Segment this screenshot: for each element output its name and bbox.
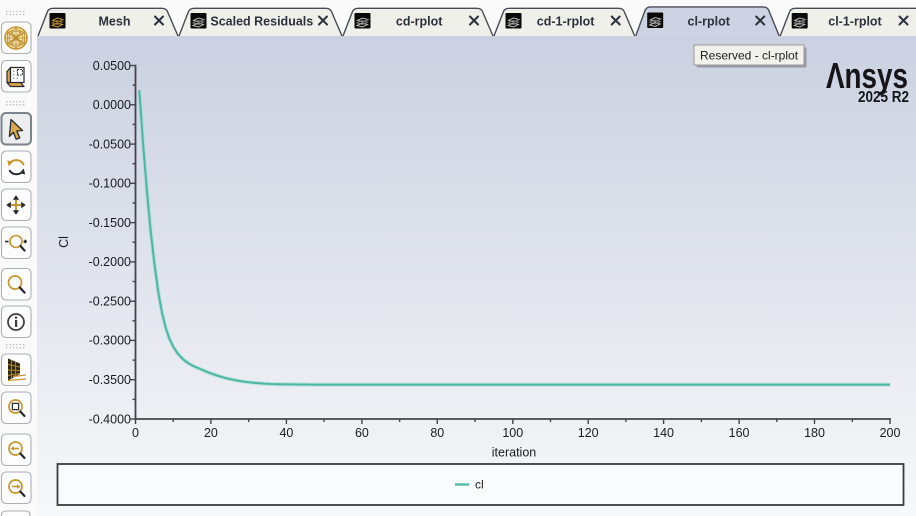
svg-text:120: 120 (578, 426, 599, 440)
svg-text:40: 40 (279, 426, 293, 440)
svg-text:80: 80 (430, 426, 444, 440)
svg-text:140: 140 (653, 426, 674, 440)
svg-text:-0.0500: -0.0500 (89, 137, 131, 151)
svg-text:-0.1000: -0.1000 (89, 177, 131, 191)
svg-text:Mesh: Mesh (99, 15, 131, 29)
svg-text:0.0000: 0.0000 (93, 98, 131, 112)
svg-text:180: 180 (804, 426, 825, 440)
svg-text:Λnsys: Λnsys (826, 55, 908, 96)
svg-text:0.0500: 0.0500 (93, 59, 131, 73)
svg-text:iteration: iteration (492, 446, 537, 460)
svg-text:cl-1-rplot: cl-1-rplot (828, 15, 882, 29)
svg-text:160: 160 (729, 426, 750, 440)
svg-text:-0.3000: -0.3000 (89, 334, 131, 348)
svg-text:cd-1-rplot: cd-1-rplot (537, 15, 595, 29)
svg-text:2025 R2: 2025 R2 (858, 89, 909, 106)
svg-text:60: 60 (355, 426, 369, 440)
svg-text:20: 20 (204, 426, 218, 440)
svg-text:100: 100 (502, 426, 523, 440)
svg-text:0: 0 (132, 426, 139, 440)
svg-text:cd-rplot: cd-rplot (396, 15, 443, 29)
svg-text:-0.2000: -0.2000 (89, 255, 131, 269)
svg-text:-0.2500: -0.2500 (89, 295, 131, 309)
svg-text:-0.3500: -0.3500 (89, 373, 131, 387)
svg-text:200: 200 (880, 426, 901, 440)
svg-text:-0.1500: -0.1500 (89, 216, 131, 230)
svg-text:cl: cl (475, 478, 484, 492)
svg-text:Reserved - cl-rplot: Reserved - cl-rplot (700, 49, 799, 63)
svg-text:-0.4000: -0.4000 (89, 412, 131, 426)
svg-text:cl-rplot: cl-rplot (688, 15, 731, 29)
svg-text:Scaled Residuals: Scaled Residuals (210, 15, 313, 29)
svg-text:Cl: Cl (57, 236, 71, 248)
